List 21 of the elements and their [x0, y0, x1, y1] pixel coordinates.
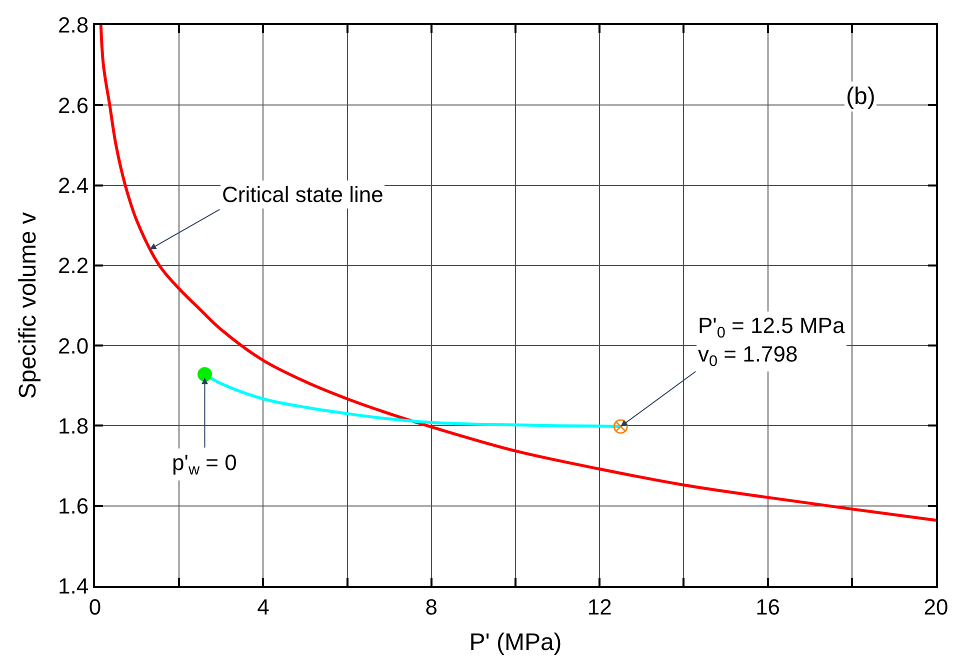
x-axis-title: P' (MPa) — [469, 629, 562, 656]
x-tick-label: 8 — [425, 594, 438, 620]
line-series — [99, 25, 936, 522]
x-tick-label: 20 — [924, 594, 948, 620]
y-tick-label: 2.4 — [58, 172, 89, 198]
y-tick-label: 1.6 — [58, 494, 89, 519]
annotation: (b) — [846, 83, 876, 110]
x-tick-label: 12 — [587, 594, 612, 620]
x-tick-label: 0 — [88, 594, 102, 620]
y-tick-label: 1.4 — [58, 574, 89, 599]
annotation: Critical state line — [222, 182, 384, 207]
y-axis-title: Specific volume v — [14, 212, 42, 399]
y-tick-label: 2.6 — [58, 92, 89, 118]
y-tick-label: 1.8 — [58, 413, 89, 438]
annotation: p'$_{w}$ = 0 — [172, 450, 237, 479]
x-tick-label: 16 — [756, 594, 780, 620]
y-tick-label: 2.0 — [58, 333, 89, 358]
y-tick-label: 2.2 — [58, 253, 89, 278]
annotation: P'$_{0}$ = 12.5 MPa v$_{0}$ = 1.798 — [698, 313, 846, 370]
y-tick-label: 2.8 — [58, 12, 89, 38]
x-tick-label: 4 — [257, 594, 270, 620]
